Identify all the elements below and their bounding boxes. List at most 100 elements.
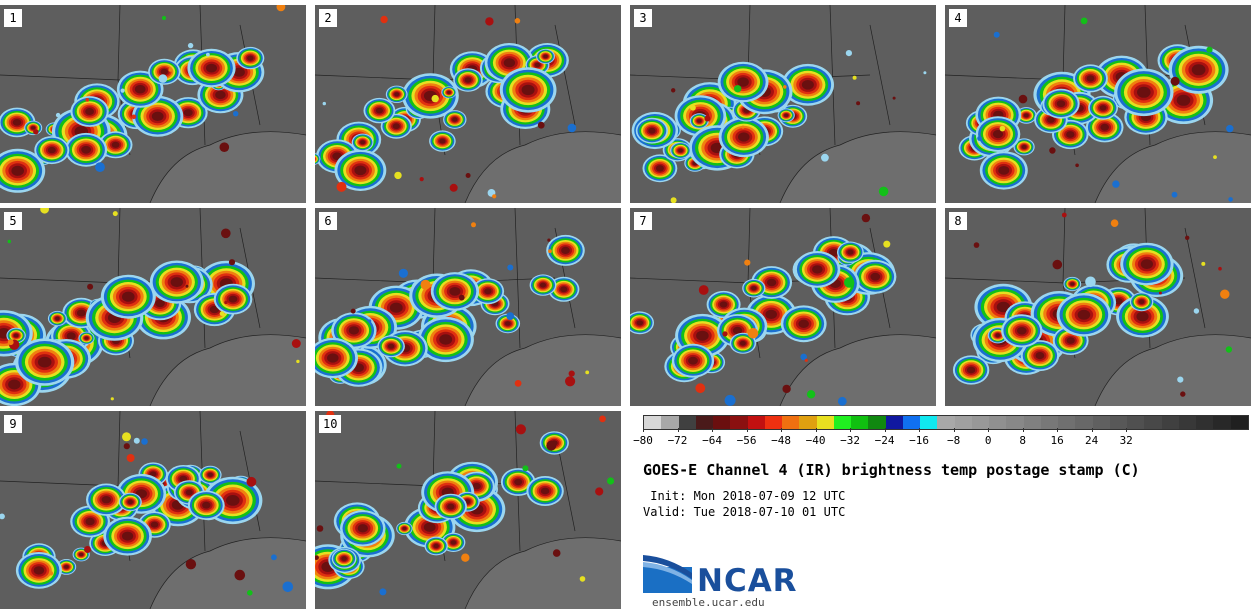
panel-number: 10 <box>319 415 342 433</box>
valid-time: Valid: Tue 2018-07-10 01 UTC <box>643 505 846 519</box>
product-title: GOES-E Channel 4 (IR) brightness temp po… <box>643 461 1140 479</box>
colorbar-swatch <box>1006 416 1024 429</box>
colorbar-swatch <box>1196 416 1214 429</box>
colorbar-tick <box>1022 428 1024 432</box>
colorbar-swatch <box>833 416 851 429</box>
colorbar-swatch <box>1127 416 1145 429</box>
colorbar-tick <box>677 428 679 432</box>
stamp-panel-9: 9 <box>0 411 306 609</box>
colorbar-tick-label: 0 <box>984 434 992 447</box>
site-url: ensemble.ucar.edu <box>652 596 765 609</box>
ir-imagery <box>630 208 936 406</box>
stamp-panel-8: 8 <box>945 208 1251 406</box>
colorbar-swatch <box>747 416 765 429</box>
colorbar-swatch <box>1023 416 1041 429</box>
colorbar <box>643 415 1249 430</box>
colorbar-swatch <box>695 416 713 429</box>
ir-imagery <box>315 5 621 203</box>
colorbar-swatch <box>851 416 869 429</box>
colorbar-tick <box>1126 428 1128 432</box>
colorbar-tick-label: −48 <box>771 434 791 447</box>
ir-imagery <box>0 5 306 203</box>
colorbar-tick-label: 24 <box>1085 434 1099 447</box>
stamp-panel-2: 2 <box>315 5 621 203</box>
colorbar-swatch <box>1230 416 1248 429</box>
colorbar-tick <box>884 428 886 432</box>
panel-number: 5 <box>4 212 22 230</box>
colorbar-tick-label: −72 <box>667 434 688 447</box>
colorbar-swatch <box>1058 416 1076 429</box>
colorbar-tick <box>643 428 644 432</box>
colorbar-swatch <box>799 416 817 429</box>
stamp-panel-10: 10 <box>315 411 621 609</box>
colorbar-swatch <box>782 416 800 429</box>
panel-number: 3 <box>634 9 652 27</box>
colorbar-swatch <box>971 416 989 429</box>
stamp-panel-6: 6 <box>315 208 621 406</box>
stamp-panel-4: 4 <box>945 5 1251 203</box>
colorbar-tick <box>712 428 714 432</box>
colorbar-swatch <box>661 416 679 429</box>
ir-imagery <box>945 5 1251 203</box>
colorbar-tick-label: 16 <box>1050 434 1064 447</box>
stamp-panel-3: 3 <box>630 5 936 203</box>
colorbar-tick-label: −56 <box>736 434 757 447</box>
colorbar-swatch <box>678 416 696 429</box>
colorbar-tick-label: −16 <box>909 434 930 447</box>
colorbar-swatch <box>885 416 903 429</box>
ir-imagery <box>630 5 936 203</box>
colorbar-swatch <box>902 416 920 429</box>
colorbar-swatch <box>1178 416 1196 429</box>
colorbar-tick <box>1091 428 1093 432</box>
colorbar-swatch <box>1161 416 1179 429</box>
panel-number: 9 <box>4 415 22 433</box>
colorbar-swatch <box>868 416 886 429</box>
colorbar-tick <box>919 428 921 432</box>
colorbar-tick-label: −32 <box>840 434 861 447</box>
colorbar-swatch <box>1213 416 1231 429</box>
colorbar-tick-label: −40 <box>805 434 826 447</box>
colorbar-swatch <box>1144 416 1162 429</box>
stamp-panel-7: 7 <box>630 208 936 406</box>
ir-imagery <box>315 411 621 609</box>
init-time: Init: Mon 2018-07-09 12 UTC <box>643 489 846 503</box>
colorbar-swatch <box>1109 416 1127 429</box>
ncar-wordmark: NCAR <box>697 563 798 599</box>
colorbar-tick-label: −80 <box>633 434 653 447</box>
colorbar-tick <box>1057 428 1059 432</box>
panel-number: 8 <box>949 212 967 230</box>
colorbar-swatch <box>644 416 662 429</box>
colorbar-tick-label: −24 <box>874 434 895 447</box>
colorbar-swatch <box>920 416 938 429</box>
colorbar-swatch <box>937 416 955 429</box>
ir-imagery <box>315 208 621 406</box>
panel-number: 1 <box>4 9 22 27</box>
colorbar-tick-label: 32 <box>1119 434 1133 447</box>
colorbar-tick <box>988 428 990 432</box>
colorbar-swatch <box>954 416 972 429</box>
colorbar-swatch <box>1075 416 1093 429</box>
panel-number: 4 <box>949 9 967 27</box>
colorbar-swatch <box>764 416 782 429</box>
colorbar-tick <box>953 428 955 432</box>
ir-imagery <box>945 208 1251 406</box>
colorbar-tick-label: 8 <box>1019 434 1026 447</box>
panel-number: 7 <box>634 212 652 230</box>
stamp-panel-1: 1 <box>0 5 306 203</box>
colorbar-swatch <box>1092 416 1110 429</box>
colorbar-tick <box>781 428 783 432</box>
colorbar-tick <box>850 428 852 432</box>
colorbar-swatch <box>816 416 834 429</box>
colorbar-swatch <box>713 416 731 429</box>
colorbar-tick <box>746 428 748 432</box>
colorbar-tick-label: −8 <box>947 434 961 447</box>
colorbar-tick-label: −64 <box>702 434 722 447</box>
ir-imagery <box>0 208 306 406</box>
colorbar-swatch <box>730 416 748 429</box>
ir-imagery <box>0 411 306 609</box>
colorbar-swatch <box>1040 416 1058 429</box>
colorbar-tick <box>815 428 817 432</box>
colorbar-swatch <box>989 416 1007 429</box>
stamp-panel-5: 5 <box>0 208 306 406</box>
panel-number: 6 <box>319 212 337 230</box>
